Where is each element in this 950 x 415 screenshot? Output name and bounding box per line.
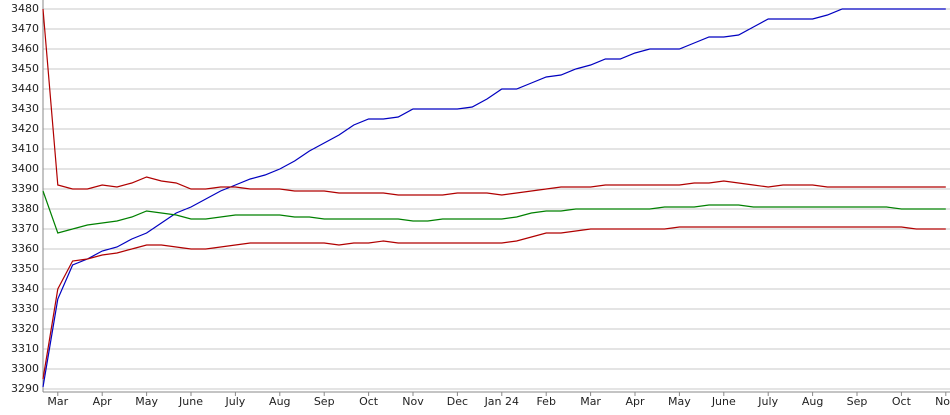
y-tick-label: 3320 [11, 322, 39, 335]
x-tick-label: June [711, 395, 736, 408]
y-tick-label: 3330 [11, 302, 39, 315]
x-tick-label: May [668, 395, 691, 408]
y-tick-label: 3310 [11, 342, 39, 355]
y-tick-label: 3450 [11, 62, 39, 75]
y-tick-label: 3350 [11, 262, 39, 275]
x-tick-label: Dec [447, 395, 468, 408]
x-tick-label: Aug [269, 395, 290, 408]
x-tick-label: Apr [93, 395, 113, 408]
y-tick-label: 3410 [11, 142, 39, 155]
y-tick-label: 3440 [11, 82, 39, 95]
series-line [42, 8, 946, 388]
x-tick-label: Mar [580, 395, 601, 408]
x-tick-label: Oct [359, 395, 379, 408]
y-tick-label: 3400 [11, 162, 39, 175]
series-line [42, 8, 946, 196]
x-tick-label: Jan 24 [484, 395, 519, 408]
x-tick-label: Aug [802, 395, 823, 408]
x-tick-label: Nov [935, 395, 950, 408]
y-tick-label: 3420 [11, 122, 39, 135]
series-line [42, 190, 946, 234]
x-tick-label: Oct [892, 395, 912, 408]
x-tick-label: July [757, 395, 778, 408]
x-tick-label: Feb [536, 395, 555, 408]
y-tick-label: 3300 [11, 362, 39, 375]
x-tick-label: Apr [625, 395, 645, 408]
y-tick-label: 3460 [11, 42, 39, 55]
y-tick-label: 3470 [11, 22, 39, 35]
y-tick-label: 3360 [11, 242, 39, 255]
y-tick-label: 3480 [11, 2, 39, 15]
x-tick-label: July [225, 395, 246, 408]
x-tick-label: Sep [847, 395, 868, 408]
x-tick-label: June [178, 395, 203, 408]
series-line [42, 226, 946, 380]
y-tick-label: 3290 [11, 382, 39, 395]
y-tick-label: 3340 [11, 282, 39, 295]
x-tick-label: Sep [314, 395, 335, 408]
y-tick-label: 3370 [11, 222, 39, 235]
y-tick-label: 3380 [11, 202, 39, 215]
x-tick-label: Nov [402, 395, 424, 408]
y-tick-label: 3430 [11, 102, 39, 115]
x-tick-label: May [135, 395, 158, 408]
x-tick-label: Mar [47, 395, 68, 408]
y-tick-label: 3390 [11, 182, 39, 195]
